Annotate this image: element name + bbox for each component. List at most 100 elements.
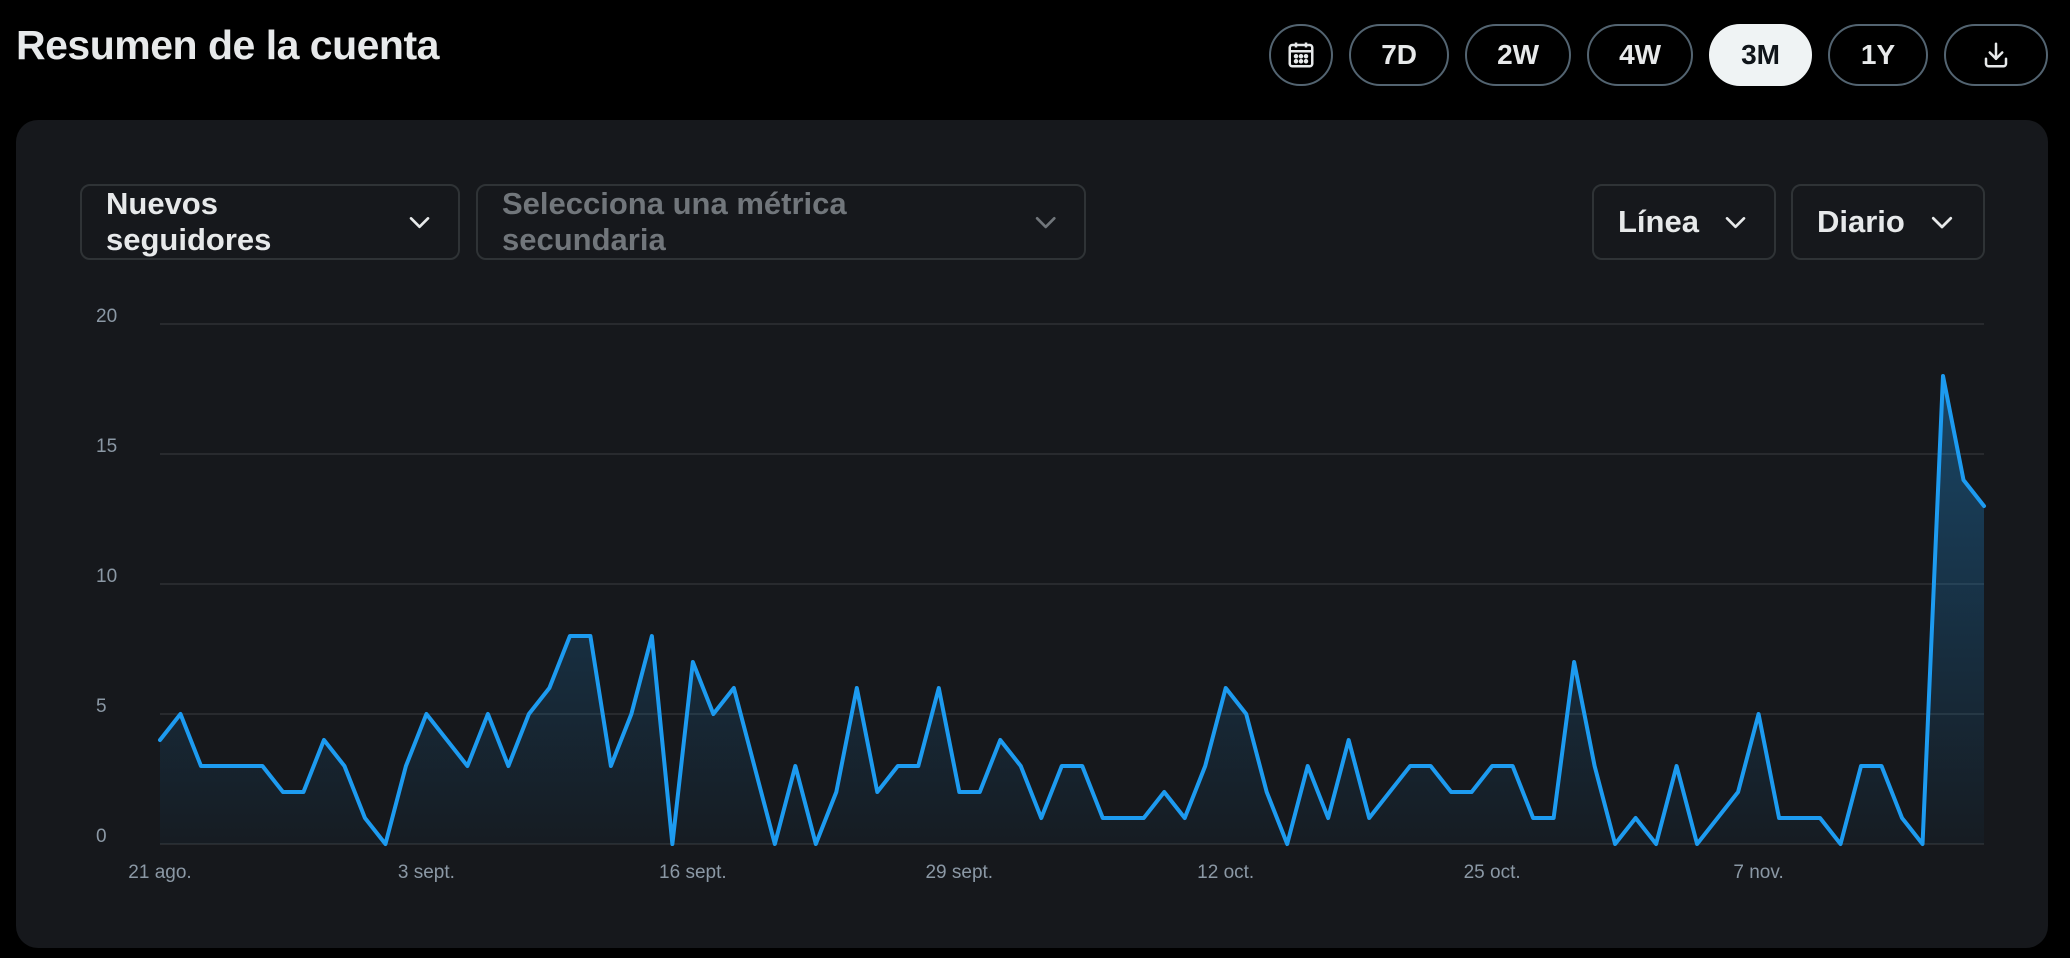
data-point[interactable] (851, 682, 863, 694)
data-point[interactable] (1425, 760, 1437, 772)
data-point[interactable] (1486, 760, 1498, 772)
data-point[interactable] (1322, 812, 1334, 824)
data-point[interactable] (1097, 812, 1109, 824)
data-point[interactable] (379, 838, 391, 850)
data-point[interactable] (1978, 500, 1990, 512)
data-point[interactable] (1835, 838, 1847, 850)
data-point[interactable] (892, 760, 904, 772)
data-point[interactable] (1671, 760, 1683, 772)
data-point[interactable] (1630, 812, 1642, 824)
data-point[interactable] (338, 760, 350, 772)
data-point[interactable] (256, 760, 268, 772)
range-3m-button[interactable]: 3M (1709, 24, 1812, 86)
data-point[interactable] (195, 760, 207, 772)
data-point[interactable] (1261, 786, 1273, 798)
data-point[interactable] (1917, 838, 1929, 850)
data-point[interactable] (830, 786, 842, 798)
data-point[interactable] (1855, 760, 1867, 772)
data-point[interactable] (1179, 812, 1191, 824)
data-point[interactable] (1876, 760, 1888, 772)
data-point[interactable] (605, 760, 617, 772)
data-point[interactable] (318, 734, 330, 746)
data-point[interactable] (707, 708, 719, 720)
data-point[interactable] (728, 682, 740, 694)
data-point[interactable] (400, 760, 412, 772)
data-point[interactable] (1691, 838, 1703, 850)
data-point[interactable] (1363, 812, 1375, 824)
data-point[interactable] (1035, 812, 1047, 824)
data-point[interactable] (1158, 786, 1170, 798)
data-point[interactable] (974, 786, 986, 798)
data-point[interactable] (1199, 760, 1211, 772)
data-point[interactable] (1302, 760, 1314, 772)
data-point[interactable] (1117, 812, 1129, 824)
data-point[interactable] (420, 708, 432, 720)
data-point[interactable] (1507, 760, 1519, 772)
chart-type-dropdown[interactable]: Línea (1592, 184, 1776, 260)
data-point[interactable] (174, 708, 186, 720)
data-point[interactable] (871, 786, 883, 798)
data-point[interactable] (1384, 786, 1396, 798)
data-point[interactable] (1937, 370, 1949, 382)
data-point[interactable] (543, 682, 555, 694)
data-point[interactable] (1445, 786, 1457, 798)
range-7d-button[interactable]: 7D (1349, 24, 1450, 86)
primary-metric-dropdown[interactable]: Nuevos seguidores (80, 184, 460, 260)
range-4w-button[interactable]: 4W (1587, 24, 1694, 86)
data-point[interactable] (1958, 474, 1970, 486)
data-point[interactable] (1712, 812, 1724, 824)
data-point[interactable] (912, 760, 924, 772)
data-point[interactable] (994, 734, 1006, 746)
data-point[interactable] (810, 838, 822, 850)
data-point[interactable] (1732, 786, 1744, 798)
data-point[interactable] (359, 812, 371, 824)
data-point[interactable] (769, 838, 781, 850)
data-point[interactable] (1220, 682, 1232, 694)
secondary-metric-dropdown[interactable]: Selecciona una métrica secundaria (476, 184, 1086, 260)
data-point[interactable] (1076, 760, 1088, 772)
data-point[interactable] (1138, 812, 1150, 824)
data-point[interactable] (236, 760, 248, 772)
data-point[interactable] (666, 838, 678, 850)
data-point[interactable] (154, 734, 166, 746)
data-point[interactable] (1773, 812, 1785, 824)
data-point[interactable] (1753, 708, 1765, 720)
data-point[interactable] (584, 630, 596, 642)
data-point[interactable] (523, 708, 535, 720)
data-point[interactable] (502, 760, 514, 772)
data-point[interactable] (953, 786, 965, 798)
data-point[interactable] (1548, 812, 1560, 824)
data-point[interactable] (687, 656, 699, 668)
calendar-button[interactable] (1269, 24, 1334, 86)
data-point[interactable] (1568, 656, 1580, 668)
granularity-dropdown[interactable]: Diario (1791, 184, 1985, 260)
data-point[interactable] (1589, 760, 1601, 772)
data-point[interactable] (564, 630, 576, 642)
data-point[interactable] (1794, 812, 1806, 824)
data-point[interactable] (461, 760, 473, 772)
data-point[interactable] (277, 786, 289, 798)
range-2w-button[interactable]: 2W (1465, 24, 1572, 86)
data-point[interactable] (1527, 812, 1539, 824)
range-1y-button[interactable]: 1Y (1828, 24, 1928, 86)
data-point[interactable] (1609, 838, 1621, 850)
data-point[interactable] (625, 708, 637, 720)
data-point[interactable] (441, 734, 453, 746)
data-point[interactable] (933, 682, 945, 694)
data-point[interactable] (789, 760, 801, 772)
data-point[interactable] (482, 708, 494, 720)
data-point[interactable] (1281, 838, 1293, 850)
data-point[interactable] (1650, 838, 1662, 850)
data-point[interactable] (1466, 786, 1478, 798)
data-point[interactable] (1056, 760, 1068, 772)
data-point[interactable] (1015, 760, 1027, 772)
data-point[interactable] (1896, 812, 1908, 824)
data-point[interactable] (1814, 812, 1826, 824)
data-point[interactable] (748, 760, 760, 772)
data-point[interactable] (1404, 760, 1416, 772)
data-point[interactable] (646, 630, 658, 642)
download-button[interactable] (1944, 24, 2048, 86)
data-point[interactable] (1343, 734, 1355, 746)
data-point[interactable] (297, 786, 309, 798)
data-point[interactable] (1240, 708, 1252, 720)
